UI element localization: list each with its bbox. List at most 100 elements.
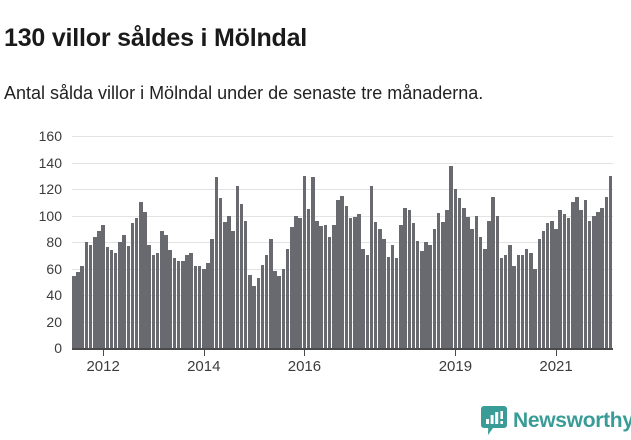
bar[interactable] [352,216,357,348]
bar[interactable] [462,207,466,348]
bar[interactable] [285,248,290,348]
bar[interactable] [210,239,214,348]
bar[interactable] [420,251,424,348]
bar[interactable] [332,224,336,348]
bar[interactable] [269,239,273,348]
bar[interactable] [357,214,361,348]
bar[interactable] [466,216,470,348]
bar[interactable] [260,264,265,348]
bar[interactable] [118,242,122,348]
bar[interactable] [516,255,521,348]
bar[interactable] [562,214,567,348]
bar[interactable] [495,215,500,348]
bar[interactable] [424,242,428,348]
bar[interactable] [579,210,583,348]
bar[interactable] [252,285,256,348]
bar[interactable] [134,218,139,348]
bar[interactable] [415,240,420,348]
bar[interactable] [243,220,248,348]
bar[interactable] [361,248,365,348]
bar[interactable] [436,212,441,348]
bar[interactable] [583,199,588,348]
bar[interactable] [130,223,135,348]
bar[interactable] [294,215,298,348]
bar[interactable] [323,224,328,348]
bar[interactable] [457,198,462,348]
bar[interactable] [529,252,533,348]
bar[interactable] [520,255,525,348]
bar[interactable] [608,175,613,348]
bar[interactable] [155,252,160,348]
bar[interactable] [193,265,198,348]
bar[interactable] [84,242,89,348]
bar[interactable] [348,218,353,348]
bar[interactable] [306,208,311,348]
bar[interactable] [403,207,407,348]
bar[interactable] [407,210,412,348]
bar[interactable] [235,186,240,348]
bar[interactable] [273,271,277,348]
bar[interactable] [503,255,508,348]
bar[interactable] [88,244,93,348]
bar[interactable] [113,252,118,348]
bar[interactable] [533,268,537,348]
bar[interactable] [508,244,512,348]
bar[interactable] [541,231,546,348]
bar[interactable] [185,255,189,348]
bar[interactable] [181,260,185,348]
bar[interactable] [319,226,323,348]
bar[interactable] [139,202,143,348]
bar[interactable] [575,196,579,348]
bar[interactable] [264,255,269,348]
bar[interactable] [604,196,609,348]
bar[interactable] [214,177,219,348]
bar[interactable] [596,211,600,348]
bar[interactable] [432,228,437,348]
bar[interactable] [411,223,416,348]
bar[interactable] [369,186,374,348]
bar[interactable] [600,207,604,348]
bar[interactable] [168,249,172,348]
bar[interactable] [592,215,596,348]
bar[interactable] [453,189,458,348]
bar[interactable] [373,222,378,348]
bar[interactable] [558,210,562,348]
bar[interactable] [151,255,156,348]
bar[interactable] [315,220,319,348]
bar[interactable] [566,218,571,348]
bar[interactable] [189,252,193,348]
bar[interactable] [441,222,445,348]
bar[interactable] [92,236,97,348]
bar[interactable] [172,257,177,348]
bar[interactable] [386,256,391,348]
bar[interactable] [80,265,84,348]
bar[interactable] [554,228,558,348]
bar[interactable] [206,263,210,348]
bar[interactable] [147,244,152,348]
bar[interactable] [164,235,168,348]
bar[interactable] [176,260,181,348]
bar[interactable] [378,228,382,348]
bar[interactable] [428,244,432,348]
bar[interactable] [470,228,474,348]
bar[interactable] [449,166,453,348]
bar[interactable] [239,203,244,348]
bar[interactable] [336,199,340,348]
bar[interactable] [550,220,554,348]
bar[interactable] [524,248,529,348]
bar[interactable] [399,224,403,348]
bar[interactable] [390,244,395,348]
bar[interactable] [482,248,487,348]
bar[interactable] [231,231,235,348]
bar[interactable] [109,249,114,348]
bar[interactable] [126,245,131,348]
bar[interactable] [445,210,449,348]
bar[interactable] [311,177,315,348]
bar[interactable] [202,268,206,348]
bar[interactable] [365,255,370,348]
bar[interactable] [487,220,491,348]
bar[interactable] [478,236,483,348]
bar[interactable] [197,265,202,348]
bar[interactable] [512,265,516,348]
bar[interactable] [290,227,294,348]
